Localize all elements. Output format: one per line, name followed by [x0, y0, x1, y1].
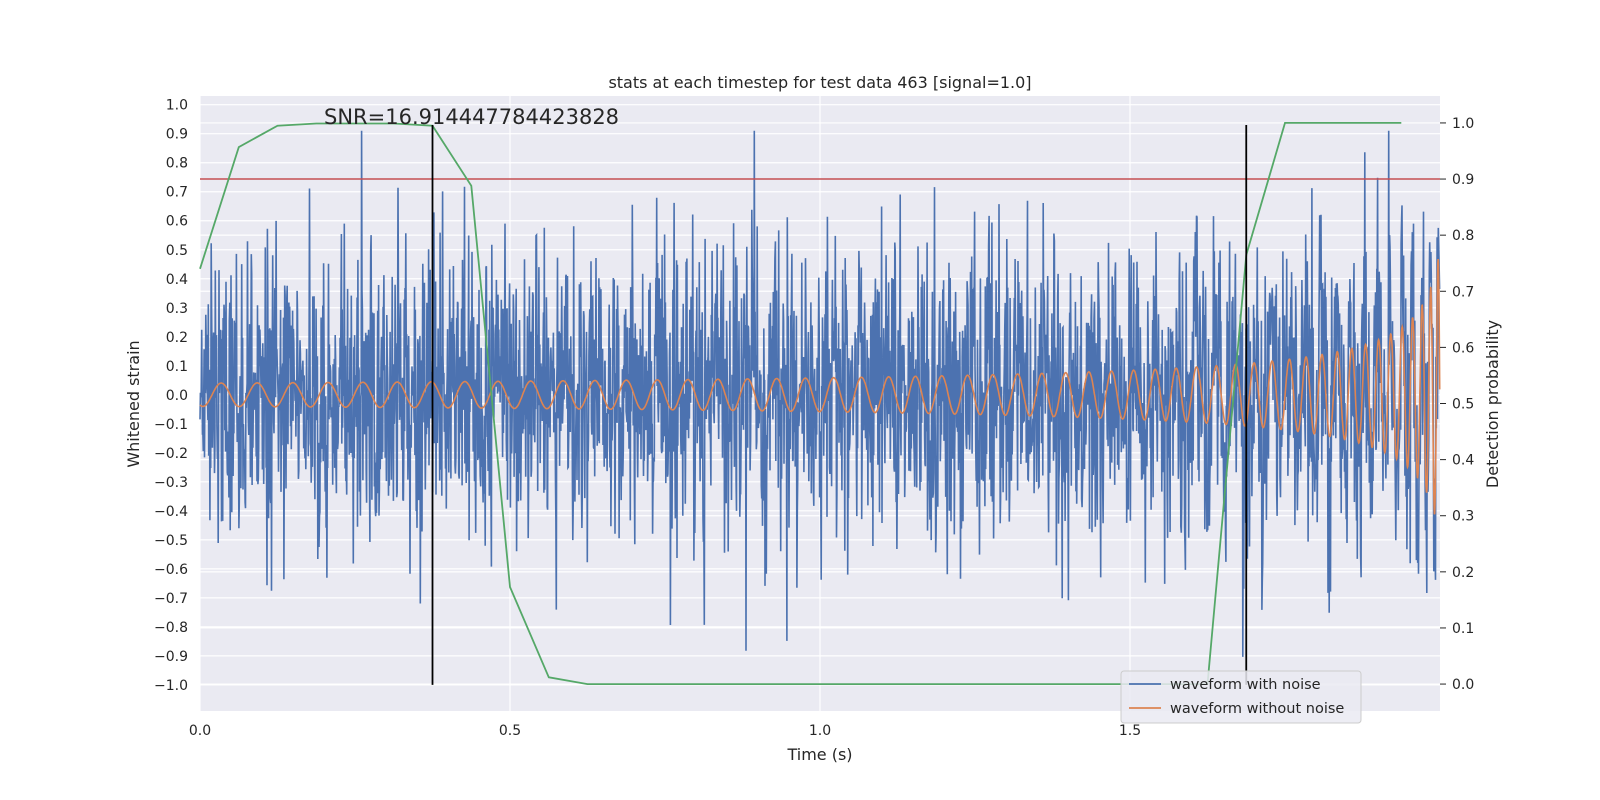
chart-title: stats at each timestep for test data 463…: [608, 73, 1031, 92]
x-tick-label: 1.5: [1119, 723, 1141, 739]
y-tick-label: −0.6: [154, 562, 188, 578]
y-tick-label: 0.0: [166, 388, 188, 404]
y-tick-label: −1.0: [154, 678, 188, 694]
y2-tick-label: 0.9: [1452, 172, 1474, 188]
y-tick-label: −0.9: [154, 649, 188, 665]
y-tick-label: 0.5: [166, 243, 188, 259]
legend: waveform with noise waveform without noi…: [1120, 670, 1362, 724]
legend-frame: [1120, 670, 1362, 724]
x-axis-label: Time (s): [786, 745, 852, 764]
y2-tick-label: 0.0: [1452, 677, 1474, 693]
snr-annotation: SNR=16.914447784423828: [324, 105, 619, 129]
axes: 0.0 0.5 1.0 1.5 1.0 0.9 0.8 0.7 0.6 0.5 0.4 0.3 0.2 0…: [154, 98, 1474, 739]
clean-waveform-line: [199, 259, 1441, 515]
legend-label-noisy: waveform with noise: [1170, 677, 1321, 693]
y-tick-label: −0.1: [154, 417, 188, 433]
y-tick-label: 0.6: [166, 214, 188, 230]
y-tick-label: −0.5: [154, 533, 188, 549]
x-tick-label: 1.0: [809, 723, 831, 739]
y-tick-label: −0.8: [154, 620, 188, 636]
y2-tick-label: 0.7: [1452, 284, 1474, 300]
x-tick-label: 0.0: [189, 723, 211, 739]
noisy-waveform-line: [199, 130, 1441, 657]
y2-tick-label: 1.0: [1452, 116, 1474, 132]
y2-tick-label: 0.8: [1452, 228, 1474, 244]
x-tick-label: 0.5: [499, 723, 521, 739]
y2-tick-label: 0.2: [1452, 565, 1474, 581]
y-tick-label: 0.2: [166, 330, 188, 346]
y2-tick-label: 0.3: [1452, 509, 1474, 525]
y2-tick-label: 0.1: [1452, 621, 1474, 637]
y-tick-label: 0.9: [166, 127, 188, 143]
y-axis-label: Whitened strain: [124, 340, 143, 467]
y-tick-label: −0.7: [154, 591, 188, 607]
y-tick-label: −0.2: [154, 446, 188, 462]
y-tick-label: 0.8: [166, 156, 188, 172]
y-tick-label: 1.0: [166, 98, 188, 114]
y-tick-label: 0.1: [166, 359, 188, 375]
legend-label-clean: waveform without noise: [1170, 701, 1344, 717]
y2-axis-label: Detection probability: [1483, 320, 1502, 488]
y2-tick-label: 0.4: [1452, 453, 1474, 469]
y-tick-label: 0.4: [166, 272, 188, 288]
y2-tick-label: 0.6: [1452, 340, 1474, 356]
y-tick-label: 0.3: [166, 301, 188, 317]
y-tick-label: 0.7: [166, 185, 188, 201]
y2-tick-label: 0.5: [1452, 397, 1474, 413]
y-tick-label: −0.4: [154, 504, 188, 520]
y-tick-label: −0.3: [154, 475, 188, 491]
